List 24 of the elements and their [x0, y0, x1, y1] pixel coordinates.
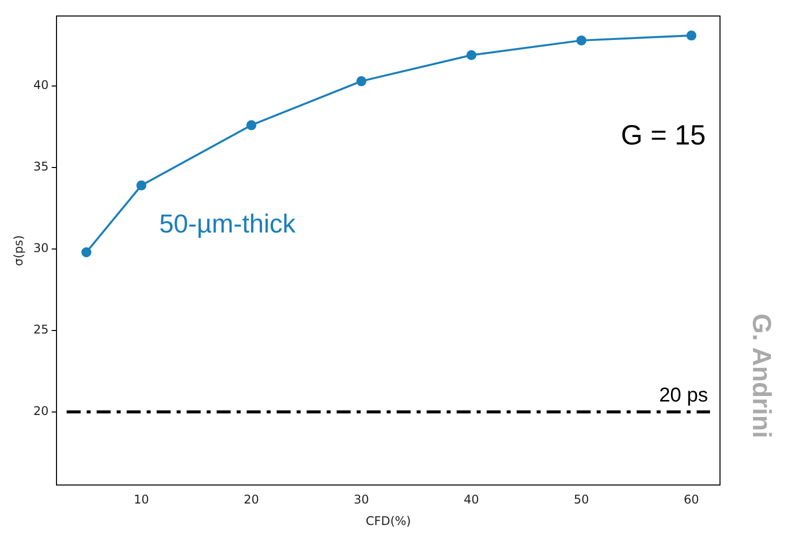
point — [576, 35, 586, 46]
y-axis-title: σ(ps) — [11, 235, 26, 266]
annotation: G = 15 — [620, 120, 706, 151]
x-tick-label: 10 — [134, 492, 150, 507]
point — [356, 76, 366, 86]
x-tick-label: 40 — [464, 492, 480, 507]
y-tick-label: 35 — [33, 160, 49, 174]
point — [136, 180, 146, 190]
y-tick-label: 30 — [33, 241, 49, 256]
text: G. Andrini — [747, 314, 778, 438]
point — [81, 247, 92, 258]
point — [466, 50, 476, 60]
point — [686, 30, 696, 41]
x-tick-label: 50 — [574, 492, 590, 507]
y-tick-label: 25 — [33, 322, 49, 337]
x-tick-label: 60 — [684, 492, 700, 507]
y-tick-label: 20 — [33, 404, 49, 418]
x-axis-title: CFD(%) — [366, 514, 411, 528]
y-tick-label: 40 — [33, 78, 49, 92]
ref-line-label: 20 ps — [659, 384, 708, 406]
annotation: 50-µm-thick — [159, 208, 297, 239]
x-tick-label: 20 — [244, 492, 260, 507]
x-tick-label: 30 — [354, 492, 370, 507]
point — [246, 120, 256, 130]
